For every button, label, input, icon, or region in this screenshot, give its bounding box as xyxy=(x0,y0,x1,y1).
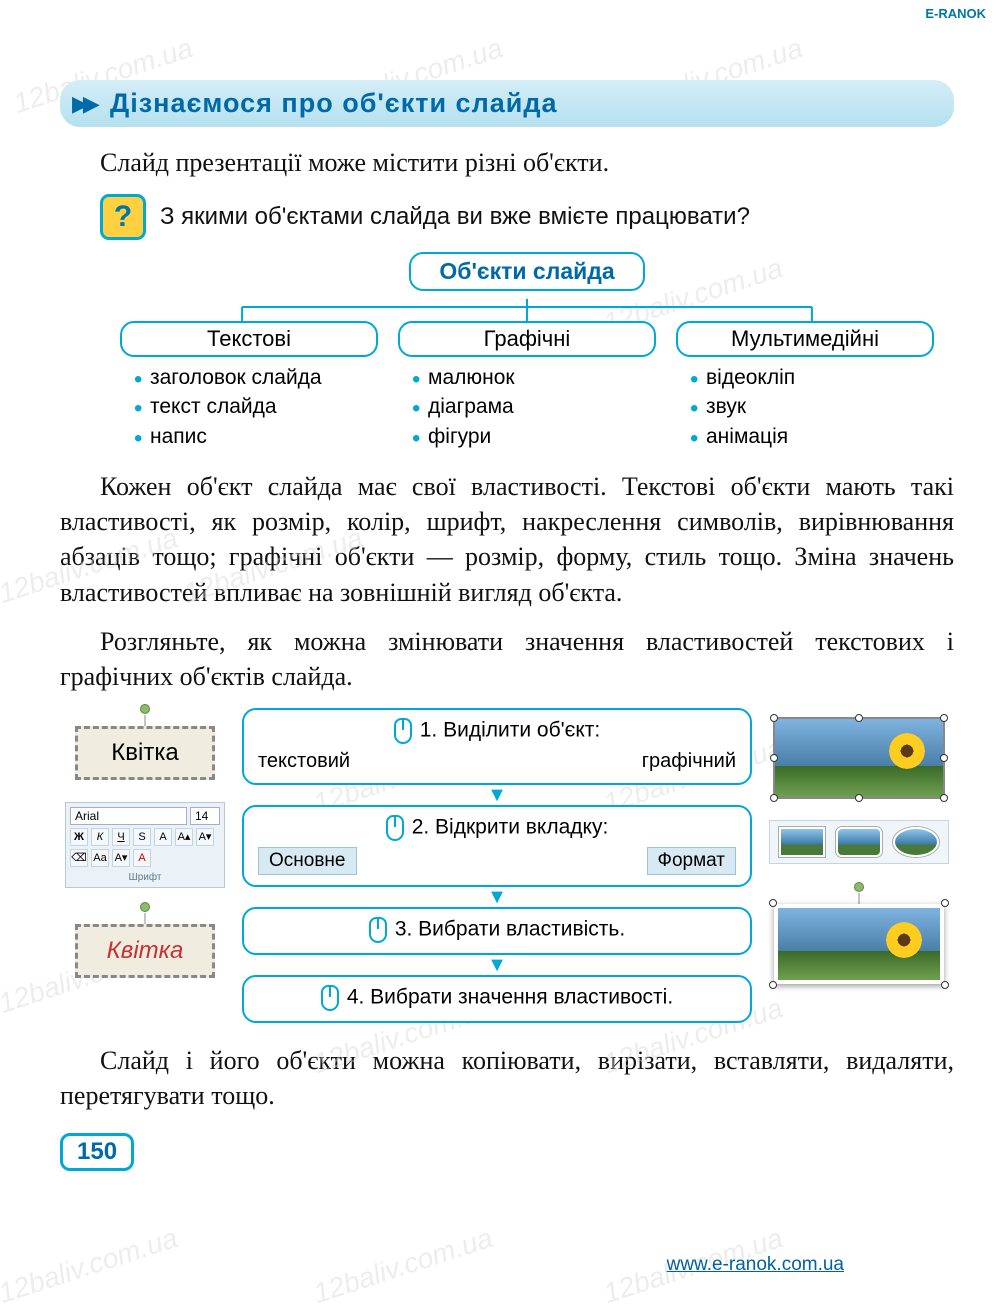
tree-item: заголовок слайда xyxy=(134,363,378,392)
section-title: Дізнаємося про об'єкти слайда xyxy=(110,88,934,119)
shadow-icon: A xyxy=(154,828,172,846)
mouse-icon xyxy=(394,718,412,744)
color-icon: A xyxy=(133,849,151,867)
flow-step-2: 2. Відкрити вкладку: Основне Формат xyxy=(242,805,752,887)
tree-category: Текстові xyxy=(120,321,378,357)
btn-osnovne: Основне xyxy=(258,847,357,875)
step3-title: 3. Вибрати властивість. xyxy=(395,917,625,940)
style-thumb-1 xyxy=(779,827,825,857)
tree-category: Мультимедійні xyxy=(676,321,934,357)
tree-item: анімація xyxy=(690,422,934,451)
image-sample-selected xyxy=(774,718,944,798)
tree-item: діаграма xyxy=(412,392,656,421)
tree-item: напис xyxy=(134,422,378,451)
arrow-down-icon: ▼ xyxy=(487,787,507,803)
image-sample-styled xyxy=(774,904,944,984)
question-text: З якими об'єктами слайда ви вже вмієте п… xyxy=(160,203,750,231)
sunflower-icon xyxy=(889,733,925,769)
step1-right: графічний xyxy=(642,750,736,773)
italic-icon: К xyxy=(91,828,109,846)
grow-icon: A▴ xyxy=(175,828,193,846)
tree-item: відеокліп xyxy=(690,363,934,392)
tree-item: фігури xyxy=(412,422,656,451)
tree-column: Текстові заголовок слайдатекст слайданапи… xyxy=(120,321,378,451)
section-header: ▶▶ Дізнаємося про об'єкти слайда xyxy=(60,80,954,127)
style-thumb-2 xyxy=(836,827,882,857)
mouse-icon xyxy=(321,985,339,1011)
page-number: 150 xyxy=(60,1133,134,1171)
btn-format: Формат xyxy=(647,847,737,875)
watermark: 12baliv.com.ua xyxy=(0,1222,182,1310)
tree-item: текст слайда xyxy=(134,392,378,421)
flow-step-4: 4. Вибрати значення властивості. xyxy=(242,975,752,1023)
flowchart: Квітка Arial 14 Ж К Ч S A A▴ A▾ ⌫ Aa A▾ … xyxy=(60,708,954,1023)
clear-icon: ⌫ xyxy=(70,849,88,867)
tree-category: Графічні xyxy=(398,321,656,357)
tree-diagram: Об'єкти слайда Текстові заголовок слайдат… xyxy=(120,252,934,451)
picture-styles-mock xyxy=(769,820,949,864)
tree-item: звук xyxy=(690,392,934,421)
sunflower-icon xyxy=(886,922,922,958)
style-thumb-3 xyxy=(893,827,939,857)
font-size: 14 xyxy=(190,807,220,825)
mouse-icon xyxy=(386,815,404,841)
footer-link[interactable]: www.e-ranok.com.ua xyxy=(667,1254,844,1276)
rotate-handle-icon xyxy=(140,902,150,912)
bold-icon: Ж xyxy=(70,828,88,846)
intro-text: Слайд презентації може містити різні об'… xyxy=(60,145,954,180)
flow-step-1: 1. Виділити об'єкт: текстовий графічний xyxy=(242,708,752,785)
publisher-logo: E-RANOK xyxy=(925,6,986,21)
mouse-icon xyxy=(369,917,387,943)
spacing-icon: Aa xyxy=(91,849,109,867)
shrink-icon: A▾ xyxy=(196,828,214,846)
strike-icon: S xyxy=(133,828,151,846)
textbox-sample-2: Квітка xyxy=(75,924,215,978)
textbox-sample-1: Квітка xyxy=(75,726,215,780)
arrow-icon: ▶▶ xyxy=(72,91,94,117)
rotate-handle-icon xyxy=(140,704,150,714)
tree-column: Мультимедійні відеокліпзвуканімація xyxy=(676,321,934,451)
tree-item: малюнок xyxy=(412,363,656,392)
toolbar-label: Шрифт xyxy=(70,870,220,883)
flow-step-3: 3. Вибрати властивість. xyxy=(242,907,752,955)
arrow-down-icon: ▼ xyxy=(487,889,507,905)
step4-title: 4. Вибрати значення властивості. xyxy=(347,985,673,1008)
tree-root: Об'єкти слайда xyxy=(409,252,644,291)
rotate-handle-icon xyxy=(854,882,864,892)
step1-left: текстовий xyxy=(258,750,350,773)
arrow-down-icon: ▼ xyxy=(487,957,507,973)
case-icon: A▾ xyxy=(112,849,130,867)
question-callout: ? З якими об'єктами слайда ви вже вмієте… xyxy=(100,194,954,240)
font-toolbar-mock: Arial 14 Ж К Ч S A A▴ A▾ ⌫ Aa A▾ A Шрифт xyxy=(65,802,225,888)
watermark: 12baliv.com.ua xyxy=(310,1222,497,1310)
font-name: Arial xyxy=(70,807,187,825)
step1-title: 1. Виділити об'єкт: xyxy=(420,718,600,741)
paragraph-2: Розгляньте, як можна змінювати значення … xyxy=(60,624,954,694)
step2-title: 2. Відкрити вкладку: xyxy=(412,815,609,838)
underline-icon: Ч xyxy=(112,828,130,846)
question-icon: ? xyxy=(100,194,146,240)
paragraph-1: Кожен об'єкт слайда має свої властивості… xyxy=(60,469,954,609)
paragraph-3: Слайд і його об'єкти можна копіювати, ви… xyxy=(60,1043,954,1113)
tree-column: Графічні малюнокдіаграмафігури xyxy=(398,321,656,451)
